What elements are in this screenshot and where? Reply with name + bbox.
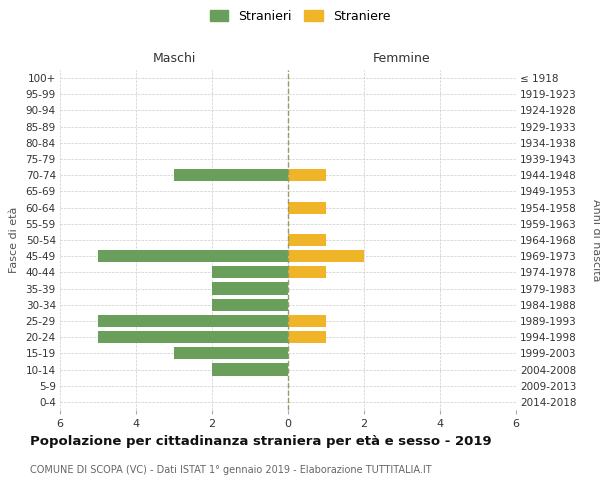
Y-axis label: Anni di nascita: Anni di nascita xyxy=(591,198,600,281)
Bar xyxy=(288,234,326,246)
Bar xyxy=(288,331,326,343)
Bar xyxy=(288,169,326,181)
Bar xyxy=(98,331,288,343)
Bar xyxy=(212,298,288,311)
Text: Maschi: Maschi xyxy=(152,52,196,65)
Bar xyxy=(174,169,288,181)
Text: COMUNE DI SCOPA (VC) - Dati ISTAT 1° gennaio 2019 - Elaborazione TUTTITALIA.IT: COMUNE DI SCOPA (VC) - Dati ISTAT 1° gen… xyxy=(30,465,431,475)
Bar xyxy=(288,250,364,262)
Legend: Stranieri, Straniere: Stranieri, Straniere xyxy=(206,6,394,26)
Bar xyxy=(98,250,288,262)
Bar xyxy=(174,348,288,360)
Bar xyxy=(212,266,288,278)
Text: Popolazione per cittadinanza straniera per età e sesso - 2019: Popolazione per cittadinanza straniera p… xyxy=(30,435,491,448)
Bar xyxy=(212,282,288,294)
Bar xyxy=(98,315,288,327)
Y-axis label: Fasce di età: Fasce di età xyxy=(8,207,19,273)
Bar xyxy=(288,202,326,213)
Bar xyxy=(288,266,326,278)
Bar xyxy=(212,364,288,376)
Text: Femmine: Femmine xyxy=(373,52,431,65)
Bar xyxy=(288,315,326,327)
